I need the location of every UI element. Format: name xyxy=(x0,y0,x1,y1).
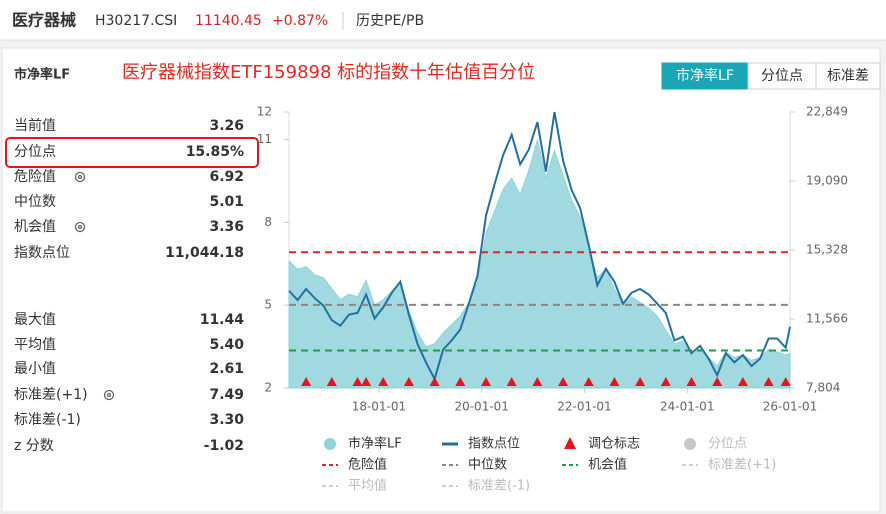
legend-label[interactable]: 指数点位 xyxy=(468,437,520,452)
stat-label: 最小值 xyxy=(14,361,56,377)
toggle-button[interactable] xyxy=(661,62,749,90)
rebalance-marker xyxy=(326,377,337,386)
stat-value: 3.26 xyxy=(209,118,244,134)
rebalance-marker xyxy=(609,377,620,386)
rebalance-marker xyxy=(635,377,646,386)
legend-label[interactable]: 市净率LF xyxy=(348,436,402,452)
gear-center xyxy=(77,174,83,180)
stat-label: 中位数 xyxy=(14,194,56,210)
legend-label[interactable]: 分位点 xyxy=(708,437,747,452)
x-tick-label: 26-01-01 xyxy=(763,400,817,414)
rebalance-marker xyxy=(480,377,491,386)
legend-label[interactable]: 平均值 xyxy=(348,478,387,494)
stat-label: 分位点 xyxy=(14,144,56,160)
rebalance-marker xyxy=(506,377,517,386)
y2-tick-label: 22,849 xyxy=(806,105,848,119)
y-tick-label: 5 xyxy=(264,298,272,312)
rebalance-marker xyxy=(780,377,791,386)
rebalance-marker xyxy=(301,377,312,386)
stat-value: 5.40 xyxy=(209,337,244,353)
toggle-button[interactable] xyxy=(815,62,881,90)
gear-icon[interactable] xyxy=(103,389,115,401)
rebalance-marker xyxy=(763,377,774,386)
toggle-button-label[interactable]: 分位点 xyxy=(761,68,803,84)
y-tick-label: 12 xyxy=(257,105,272,119)
chart-title: 医疗器械指数ETF159898 标的指数十年估值百分位 xyxy=(122,62,535,83)
stat-label: 指数点位 xyxy=(14,245,70,261)
stat-label: 标准差(+1) xyxy=(14,387,88,403)
gear-icons xyxy=(74,171,115,401)
index-line xyxy=(288,111,791,382)
y-tick-label: 11 xyxy=(257,132,272,146)
stat-label: 当前值 xyxy=(14,117,56,134)
rebalance-marker xyxy=(455,377,466,386)
legend-swatch xyxy=(564,437,576,449)
y-tick-label: 8 xyxy=(264,215,272,229)
index-price: 11140.45 xyxy=(195,13,262,29)
stat-value: 2.61 xyxy=(209,361,244,377)
rebalance-marker xyxy=(378,377,389,386)
x-tick-label: 18-01-01 xyxy=(352,400,406,414)
legend-label[interactable]: 机会值 xyxy=(588,457,627,473)
stat-value: -1.02 xyxy=(204,438,244,454)
gear-icon[interactable] xyxy=(74,221,86,233)
legend-swatch xyxy=(684,438,696,450)
tab-label[interactable]: 历史PE/PB xyxy=(356,13,424,29)
index-change: +0.87% xyxy=(272,13,328,29)
stat-label: 标准差(-1) xyxy=(14,412,81,428)
rebalance-marker xyxy=(532,377,543,386)
index-name: 医疗器械 xyxy=(12,11,76,30)
rebalance-marker xyxy=(660,377,671,386)
x-tick-label: 24-01-01 xyxy=(660,400,714,414)
gear-icon[interactable] xyxy=(74,171,86,183)
legend-label[interactable]: 调仓标志 xyxy=(588,437,640,452)
metric-label: 市净率LF xyxy=(14,67,70,83)
legend-label[interactable]: 标准差(-1) xyxy=(468,479,530,494)
gear-center xyxy=(106,392,112,398)
rebalance-marker xyxy=(361,377,372,386)
highlight-box xyxy=(5,137,259,168)
y2-tick-label: 11,566 xyxy=(806,311,848,325)
x-tick-label: 20-01-01 xyxy=(454,400,508,414)
index-code: H30217.CSI xyxy=(95,13,177,29)
stat-value: 11.44 xyxy=(200,312,245,328)
legend-swatch xyxy=(324,438,336,450)
stat-value: 3.30 xyxy=(209,412,244,428)
toggle-button-label[interactable]: 标准差 xyxy=(827,68,869,84)
rebalance-marker xyxy=(558,377,569,386)
y2-tick-label: 7,804 xyxy=(806,381,840,395)
stat-label: 危险值 xyxy=(14,169,56,185)
y2-tick-label: 15,328 xyxy=(806,242,848,256)
toggle-button[interactable] xyxy=(747,62,817,90)
stat-label: 最大值 xyxy=(14,312,56,328)
rebalance-marker xyxy=(712,377,723,386)
stat-label: 平均值 xyxy=(14,337,56,353)
gear-center xyxy=(77,224,83,230)
rebalance-marker xyxy=(686,377,697,386)
stat-value: 7.49 xyxy=(209,387,244,403)
legend-label[interactable]: 危险值 xyxy=(348,457,387,473)
x-tick-label: 22-01-01 xyxy=(557,400,611,414)
stat-value: 15.85% xyxy=(186,144,244,160)
stat-label: z 分数 xyxy=(14,438,54,454)
legend-label[interactable]: 中位数 xyxy=(468,458,507,473)
legend-label[interactable]: 标准差(+1) xyxy=(708,458,776,473)
pb-area xyxy=(288,139,791,389)
stat-value: 11,044.18 xyxy=(165,245,244,261)
y2-tick-label: 19,090 xyxy=(806,173,848,187)
stat-value: 5.01 xyxy=(209,194,244,210)
header-bar xyxy=(0,0,886,40)
rebalance-marker xyxy=(429,377,440,386)
rebalance-marker xyxy=(352,377,363,386)
rebalance-marker xyxy=(737,377,748,386)
y-tick-label: 2 xyxy=(264,381,272,395)
stat-value: 3.36 xyxy=(209,219,244,235)
stat-label: 机会值 xyxy=(14,219,56,235)
panel xyxy=(1,47,881,513)
toggle-button-label[interactable]: 市净率LF xyxy=(676,67,734,84)
stat-value: 6.92 xyxy=(209,169,244,185)
rebalance-marker xyxy=(403,377,414,386)
rebalance-marker xyxy=(583,377,594,386)
